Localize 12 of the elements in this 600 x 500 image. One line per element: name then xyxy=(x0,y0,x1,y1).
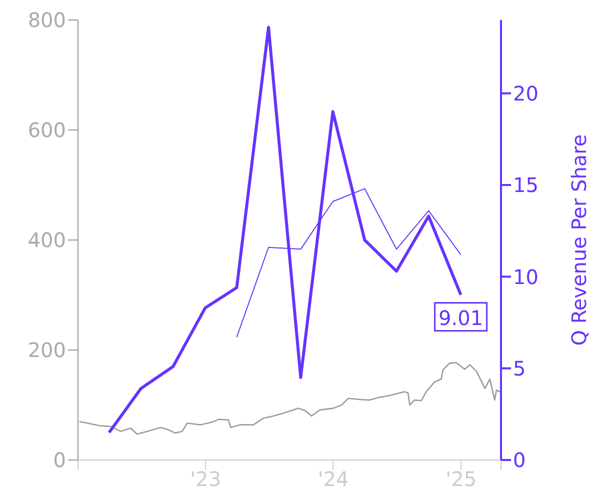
data-label: 9.01 xyxy=(438,306,484,330)
y2-axis-title: Q Revenue Per Share xyxy=(567,134,592,346)
y-tick-label: 400 xyxy=(28,228,66,252)
y2-tick-label: 5 xyxy=(513,356,526,380)
y-tick-label: 800 xyxy=(28,8,66,32)
y2-tick-label: 0 xyxy=(513,448,526,472)
y2-tick-label: 10 xyxy=(513,264,538,289)
y2-tick-label: 15 xyxy=(513,173,538,198)
y-tick-label: 0 xyxy=(53,448,66,472)
y2-tick-label: 20 xyxy=(513,81,538,106)
y-tick-label: 600 xyxy=(28,118,66,142)
y-tick-label: 200 xyxy=(28,338,66,362)
